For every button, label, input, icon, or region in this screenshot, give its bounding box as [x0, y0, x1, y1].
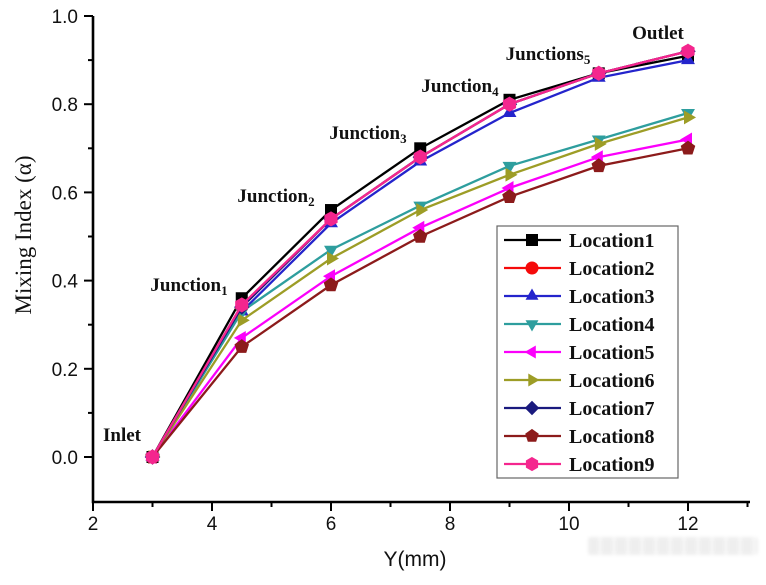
triangle-right-marker — [505, 167, 518, 182]
annotation-junction2: Junction2 — [237, 186, 314, 209]
legend-item-location7: Location7 — [504, 398, 655, 420]
y-tick-label: 1.0 — [52, 7, 78, 28]
hexagon-marker — [681, 43, 695, 59]
x-tick-label: 4 — [207, 514, 218, 535]
series-location6 — [148, 110, 697, 464]
annotation-junction3: Junction3 — [329, 123, 407, 146]
pentagon-marker — [413, 228, 428, 243]
pentagon-marker — [680, 140, 696, 155]
legend-item-location8: Location8 — [504, 426, 655, 448]
legend-item-location9: Location9 — [504, 454, 655, 476]
legend-label: Location5 — [569, 342, 655, 364]
triangle-right-marker — [528, 373, 540, 387]
legend-label: Location3 — [569, 286, 655, 308]
x-tick-label: 12 — [677, 514, 698, 535]
y-tick-label: 0.4 — [52, 272, 79, 293]
y-tick-label: 0.6 — [52, 183, 78, 204]
hexagon-marker — [413, 149, 427, 165]
hexagon-marker — [235, 297, 249, 313]
triangle-down-marker — [324, 245, 338, 258]
triangle-down-marker — [525, 320, 539, 332]
pentagon-marker — [525, 428, 539, 442]
legend-label: Location8 — [569, 426, 655, 448]
diamond-marker — [524, 400, 540, 416]
series-location9 — [145, 43, 695, 465]
annotation-outlet: Outlet — [632, 23, 684, 44]
pentagon-marker — [234, 339, 249, 353]
x-tick-label: 6 — [326, 514, 337, 535]
triangle-right-marker — [327, 251, 340, 266]
triangle-right-marker — [684, 110, 697, 125]
hexagon-marker — [592, 65, 606, 81]
legend-label: Location9 — [569, 454, 655, 476]
x-tick-label: 8 — [445, 514, 456, 535]
legend-item-location3: Location3 — [504, 286, 655, 308]
pentagon-marker — [502, 189, 517, 203]
annotation-junctions5: Junctions5 — [506, 44, 591, 67]
legend-label: Location2 — [569, 258, 655, 280]
legend-item-location1: Location1 — [504, 230, 655, 252]
circle-marker — [525, 261, 539, 275]
hexagon-marker — [324, 211, 338, 227]
triangle-left-marker — [524, 345, 536, 359]
triangle-right-marker — [416, 203, 429, 217]
legend-label: Location4 — [569, 314, 655, 336]
x-axis-title: Y(mm) — [383, 548, 447, 571]
y-tick-label: 0.0 — [52, 448, 78, 469]
annotation-junction1: Junction1 — [150, 275, 227, 298]
annotation-inlet: Inlet — [103, 425, 142, 446]
annotation-junction4: Junction4 — [421, 76, 499, 99]
triangle-right-marker — [237, 313, 250, 328]
y-tick-label: 0.8 — [52, 95, 78, 116]
hexagon-marker — [525, 456, 539, 472]
pentagon-marker — [591, 158, 606, 173]
legend-item-location2: Location2 — [504, 258, 655, 280]
legend-item-location6: Location6 — [504, 370, 655, 392]
legend-item-location4: Location4 — [504, 314, 655, 336]
legend-label: Location7 — [569, 398, 655, 420]
triangle-down-marker — [502, 161, 517, 174]
hexagon-marker — [502, 96, 517, 112]
y-tick-label: 0.2 — [52, 360, 78, 381]
triangle-right-marker — [594, 136, 607, 151]
x-tick-label: 10 — [558, 514, 579, 535]
legend-label: Location1 — [569, 230, 655, 252]
legend: Location1 Location2 Location3 Location4 Loca… — [496, 225, 679, 479]
pentagon-marker — [323, 277, 339, 292]
legend-label: Location6 — [569, 370, 655, 392]
hexagon-marker — [145, 449, 160, 465]
watermark — [588, 537, 758, 555]
y-axis-title: Mixing Index (α) — [11, 155, 36, 315]
triangle-up-marker — [525, 288, 539, 300]
legend-item-location5: Location5 — [504, 342, 655, 364]
square-marker — [526, 234, 538, 246]
x-tick-label: 2 — [88, 514, 99, 535]
